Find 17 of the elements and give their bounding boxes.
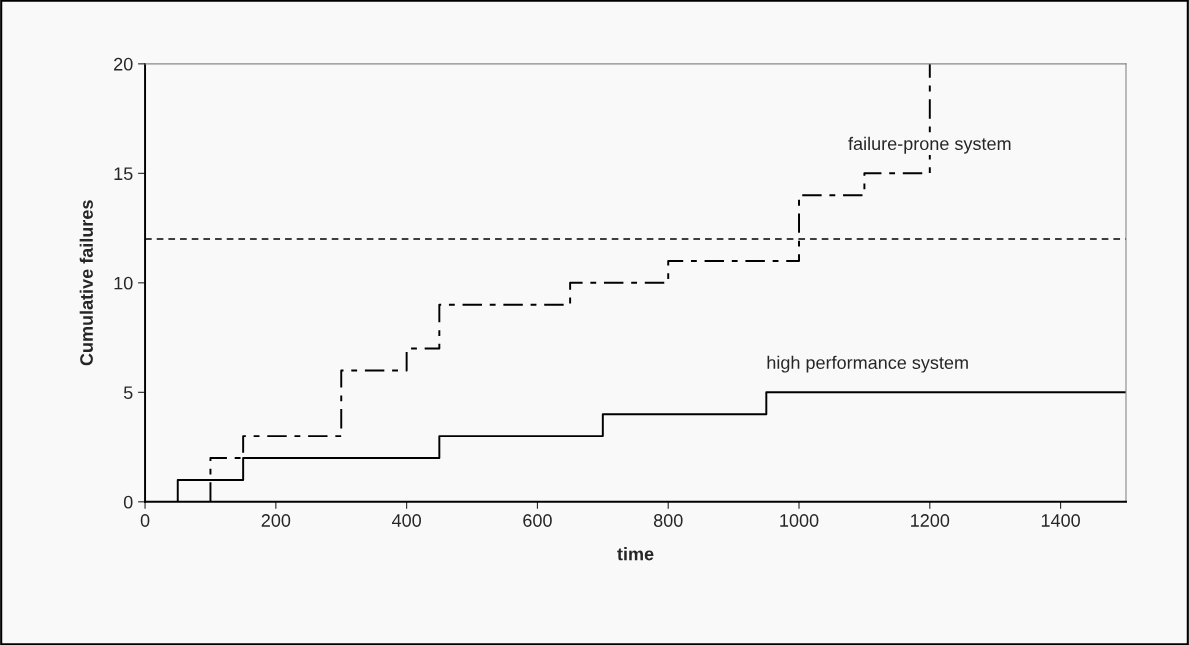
- y-tick-label: 10: [114, 276, 133, 290]
- x-tick-label: 1200: [911, 514, 950, 527]
- series-label: failure-prone system: [848, 136, 1011, 154]
- x-tick-label: 600: [523, 514, 552, 527]
- y-tick-label: 5: [123, 386, 133, 400]
- y-tick-label: 15: [114, 167, 133, 181]
- series-label: high performance system: [767, 355, 968, 373]
- x-tick-label: 400: [391, 514, 421, 527]
- y-tick-label: 0: [123, 495, 133, 509]
- y-tick-label: 20: [114, 57, 133, 71]
- x-tick-label: 0: [140, 514, 150, 527]
- x-tick-label: 800: [653, 514, 683, 527]
- x-axis-title: time: [617, 547, 654, 561]
- x-tick-label: 1400: [1041, 514, 1080, 527]
- y-axis-title: Cumulative failures: [79, 200, 93, 366]
- x-tick-label: 1000: [780, 514, 819, 527]
- x-tick-label: 200: [261, 514, 291, 527]
